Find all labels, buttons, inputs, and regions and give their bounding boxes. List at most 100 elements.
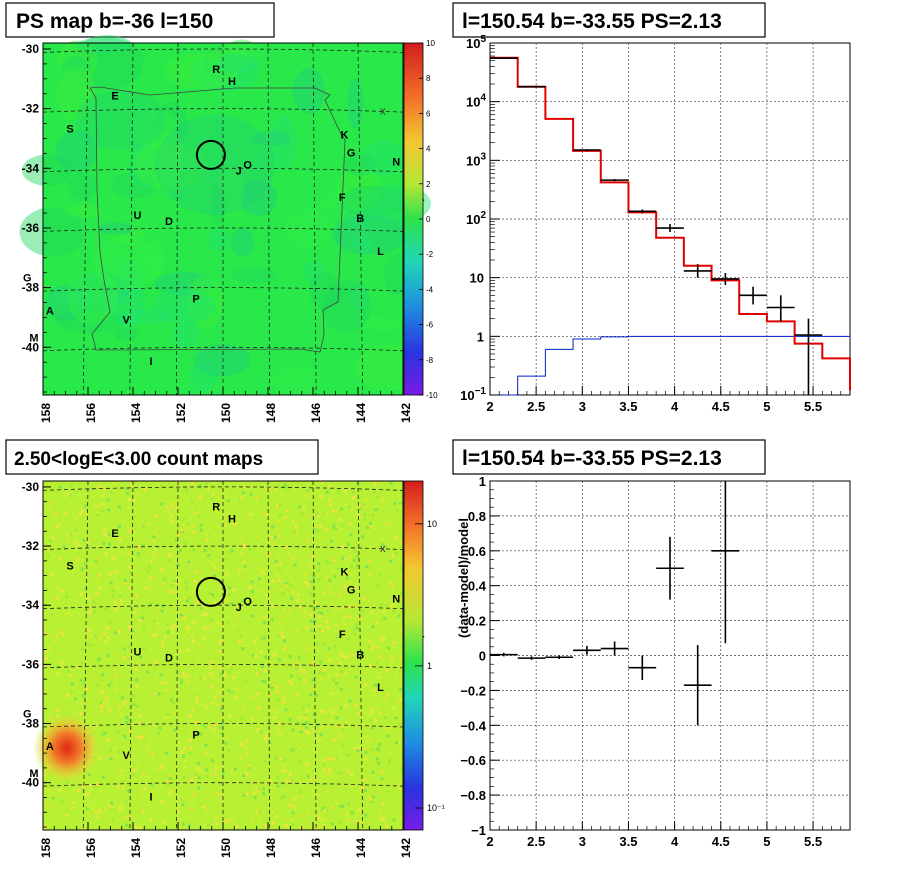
map-texture-pixel — [324, 620, 328, 623]
map-texture-pixel — [255, 497, 259, 501]
map-texture-pixel — [353, 746, 357, 750]
map-texture-pixel — [96, 782, 100, 786]
map-texture-pixel — [205, 809, 209, 813]
map-texture-pixel — [390, 604, 394, 607]
map-texture-pixel — [368, 573, 372, 577]
map-texture-pixel — [270, 618, 274, 622]
map-texture-pixel — [284, 516, 288, 520]
map-texture-pixel — [280, 635, 284, 639]
ps-map-axes: 158 156 154 152 150 148 146 144 142-30-32-34-36-… — [22, 42, 414, 423]
map-texture-pixel — [166, 779, 170, 783]
map-texture-pixel — [223, 671, 227, 675]
map-texture-pixel — [339, 652, 343, 655]
map-texture-pixel — [212, 492, 215, 496]
map-texture-pixel — [120, 713, 124, 716]
map-texture-pixel — [94, 559, 98, 563]
map-texture-pixel — [159, 673, 163, 677]
map-texture-pixel — [181, 754, 185, 758]
map-texture-pixel — [322, 775, 325, 779]
map-texture-pixel — [103, 533, 107, 537]
map-texture-pixel — [205, 774, 209, 778]
map-texture-pixel — [268, 552, 272, 556]
map-texture-pixel — [66, 692, 70, 696]
map-texture-pixel — [278, 621, 282, 625]
map-texture-pixel — [90, 563, 94, 567]
map-texture-pixel — [400, 540, 403, 544]
map-texture-pixel — [66, 611, 70, 615]
map-texture-pixel — [108, 804, 112, 807]
map-texture-pixel — [390, 544, 394, 548]
map-texture-pixel — [118, 505, 121, 509]
map-texture-pixel — [203, 676, 207, 680]
map-texture-pixel — [262, 621, 266, 625]
candidate-circle — [195, 139, 226, 170]
map-texture-pixel — [270, 686, 274, 689]
map-texture-pixel — [135, 492, 139, 496]
map-texture-pixel — [256, 787, 260, 791]
map-texture-pixel — [369, 524, 373, 528]
map-texture-pixel — [204, 743, 208, 747]
map-texture-pixel — [143, 488, 147, 492]
map-texture-pixel — [206, 487, 210, 491]
map-texture-pixel — [178, 650, 182, 654]
map-texture-blob — [98, 222, 134, 236]
source-label: A — [46, 741, 54, 753]
map-texture-pixel — [215, 535, 219, 539]
x-tick-label: 3 — [579, 399, 586, 414]
map-texture-pixel — [269, 535, 273, 539]
map-texture-pixel — [101, 691, 105, 695]
map-texture-pixel — [226, 499, 230, 503]
map-texture-pixel — [153, 553, 157, 557]
map-texture-pixel — [132, 772, 135, 776]
map-texture-blob — [44, 284, 89, 322]
map-texture-pixel — [124, 582, 128, 585]
data-point — [573, 149, 601, 151]
map-texture-pixel — [68, 673, 72, 677]
map-texture-pixel — [367, 794, 371, 798]
map-texture-pixel — [161, 604, 165, 608]
map-texture-pixel — [304, 676, 308, 680]
map-texture-pixel — [367, 558, 371, 562]
map-texture-pixel — [228, 713, 232, 717]
map-texture-pixel — [138, 721, 142, 725]
map-texture-pixel — [256, 728, 259, 732]
map-texture-pixel — [106, 654, 110, 658]
map-texture-pixel — [44, 624, 48, 628]
map-texture-pixel — [277, 567, 281, 571]
map-texture-pixel — [311, 662, 315, 666]
map-texture-pixel — [218, 666, 222, 670]
map-texture-pixel — [102, 632, 106, 636]
map-texture-pixel — [381, 803, 385, 806]
map-texture-pixel — [223, 674, 227, 678]
map-texture-pixel — [275, 563, 279, 567]
map-texture-pixel — [239, 634, 243, 638]
map-texture-pixel — [256, 811, 259, 815]
map-texture-pixel — [390, 646, 394, 650]
map-texture-pixel — [195, 570, 199, 574]
source-label: G — [347, 147, 356, 159]
map-texture-pixel — [109, 490, 113, 494]
map-texture-pixel — [111, 817, 115, 821]
map-texture-pixel — [294, 525, 298, 529]
map-texture-pixel — [376, 757, 379, 761]
map-texture-pixel — [100, 503, 104, 506]
map-texture-pixel — [166, 506, 170, 510]
map-texture-pixel — [317, 816, 321, 820]
map-texture-pixel — [107, 738, 111, 742]
map-texture-pixel — [192, 565, 195, 569]
map-texture-pixel — [311, 554, 315, 558]
map-texture-pixel — [194, 628, 198, 632]
map-texture-pixel — [381, 543, 385, 547]
map-texture-blob — [336, 168, 383, 212]
map-texture-pixel — [277, 658, 281, 662]
y-tick-label: -30 — [22, 42, 40, 56]
map-texture-pixel — [217, 650, 221, 654]
map-texture-pixel — [127, 718, 131, 722]
map-texture-pixel — [226, 621, 230, 625]
map-texture-pixel — [367, 598, 371, 602]
map-texture-pixel — [152, 538, 156, 542]
y-tick-label: 0.8 — [468, 509, 486, 524]
map-texture-pixel — [392, 707, 396, 711]
map-texture-pixel — [49, 539, 53, 543]
map-texture-pixel — [384, 545, 388, 549]
